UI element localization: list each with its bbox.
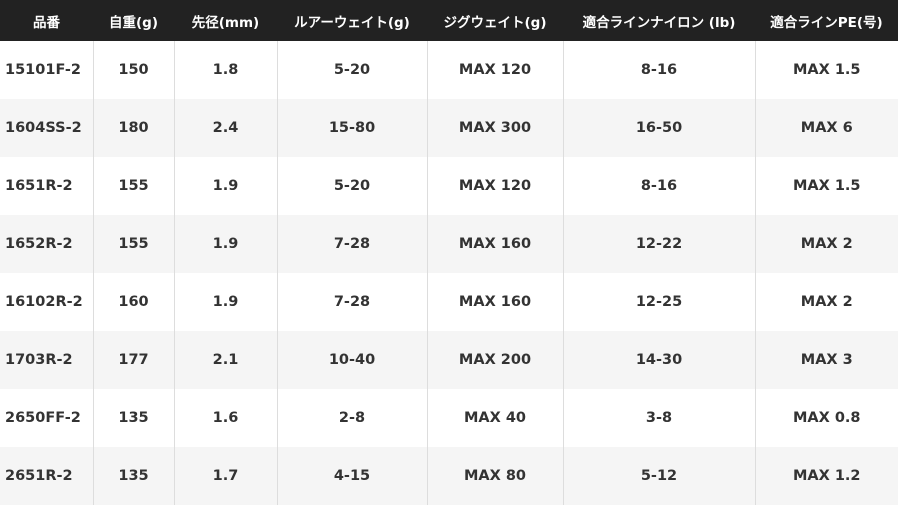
header-weight: 自重(g) — [93, 0, 174, 41]
cell-nylon-line: 12-25 — [562, 273, 755, 331]
cell-model: 2650FF-2 — [5, 410, 81, 426]
cell-nylon-line: 8-16 — [562, 157, 755, 215]
cell-nylon-line: 12-22 — [562, 215, 755, 273]
cell-jig-weight: MAX 120 — [426, 157, 563, 215]
cell-pe-line: MAX 2 — [754, 273, 898, 331]
cell-tip-diameter: 2.4 — [173, 99, 277, 157]
cell-model: 2651R-2 — [0, 447, 93, 505]
cell-lure-weight: 2-8 — [276, 389, 427, 447]
cell-model: 16102R-2 — [5, 294, 83, 310]
table-row: 16102R-2 160 1.9 7-28 MAX 160 12-25 MAX 2 — [0, 273, 898, 331]
cell-jig-weight: MAX 300 — [426, 99, 563, 157]
cell-nylon-line: 5-12 — [562, 447, 755, 505]
cell-jig-weight: MAX 160 — [426, 273, 563, 331]
cell-weight: 150 — [92, 41, 174, 99]
header-pe-line: 適合ラインPE(号) — [755, 0, 898, 41]
cell-pe-line: MAX 3 — [754, 331, 898, 389]
cell-lure-weight: 7-28 — [276, 215, 427, 273]
cell-tip-diameter: 1.7 — [173, 447, 277, 505]
cell-tip-diameter: 1.6 — [173, 389, 277, 447]
header-nylon-line: 適合ラインナイロン (lb) — [563, 0, 755, 41]
cell-tip-diameter: 1.9 — [173, 273, 277, 331]
cell-pe-line: MAX 6 — [754, 99, 898, 157]
cell-model: 1651R-2 — [5, 178, 73, 194]
cell-nylon-line: 3-8 — [562, 389, 755, 447]
cell-pe-line: MAX 0.8 — [754, 389, 898, 447]
cell-lure-weight: 4-15 — [276, 447, 427, 505]
header-model: 品番 — [0, 0, 93, 41]
cell-lure-weight: 5-20 — [276, 41, 427, 99]
cell-lure-weight: 7-28 — [276, 273, 427, 331]
cell-nylon-line: 8-16 — [562, 41, 755, 99]
cell-tip-diameter: 1.9 — [173, 215, 277, 273]
cell-jig-weight: MAX 200 — [426, 331, 563, 389]
cell-weight: 135 — [92, 447, 174, 505]
cell-model: 1652R-2 — [0, 215, 93, 273]
cell-lure-weight: 15-80 — [276, 99, 427, 157]
cell-pe-line: MAX 1.5 — [754, 41, 898, 99]
cell-weight: 135 — [92, 389, 174, 447]
table-row: 1651R-2 155 1.9 5-20 MAX 120 8-16 MAX 1.5 — [0, 157, 898, 215]
table-row: 1652R-2 155 1.9 7-28 MAX 160 12-22 MAX 2 — [0, 215, 898, 273]
cell-pe-line: MAX 1.2 — [754, 447, 898, 505]
cell-jig-weight: MAX 80 — [426, 447, 563, 505]
cell-weight: 155 — [92, 215, 174, 273]
cell-lure-weight: 5-20 — [276, 157, 427, 215]
header-tip-diameter: 先径(mm) — [174, 0, 277, 41]
cell-jig-weight: MAX 160 — [426, 215, 563, 273]
cell-jig-weight: MAX 40 — [426, 389, 563, 447]
cell-weight: 160 — [92, 273, 174, 331]
cell-model: 1604SS-2 — [0, 99, 93, 157]
table-row: 2650FF-2 135 1.6 2-8 MAX 40 3-8 MAX 0.8 — [0, 389, 898, 447]
cell-tip-diameter: 2.1 — [173, 331, 277, 389]
cell-pe-line: MAX 1.5 — [754, 157, 898, 215]
cell-jig-weight: MAX 120 — [426, 41, 563, 99]
cell-nylon-line: 16-50 — [562, 99, 755, 157]
table-row: 15101F-2 150 1.8 5-20 MAX 120 8-16 MAX 1.5 — [0, 41, 898, 99]
cell-model: 15101F-2 — [5, 62, 82, 78]
cell-pe-line: MAX 2 — [754, 215, 898, 273]
table-row: 2651R-2 135 1.7 4-15 MAX 80 5-12 MAX 1.2 — [0, 447, 898, 505]
table-row: 1604SS-2 180 2.4 15-80 MAX 300 16-50 MAX 6 — [0, 99, 898, 157]
header-row: 品番 自重(g) 先径(mm) ルアーウェイト(g) ジグウェイト(g) 適合ラインナイロ… — [0, 0, 898, 41]
cell-lure-weight: 10-40 — [276, 331, 427, 389]
cell-model: 1703R-2 — [0, 331, 93, 389]
table-row: 1703R-2 177 2.1 10-40 MAX 200 14-30 MAX 3 — [0, 331, 898, 389]
cell-weight: 177 — [92, 331, 174, 389]
cell-nylon-line: 14-30 — [562, 331, 755, 389]
header-jig-weight: ジグウェイト(g) — [427, 0, 563, 41]
header-lure-weight: ルアーウェイト(g) — [277, 0, 427, 41]
cell-tip-diameter: 1.9 — [173, 157, 277, 215]
cell-weight: 155 — [92, 157, 174, 215]
cell-tip-diameter: 1.8 — [173, 41, 277, 99]
cell-weight: 180 — [92, 99, 174, 157]
